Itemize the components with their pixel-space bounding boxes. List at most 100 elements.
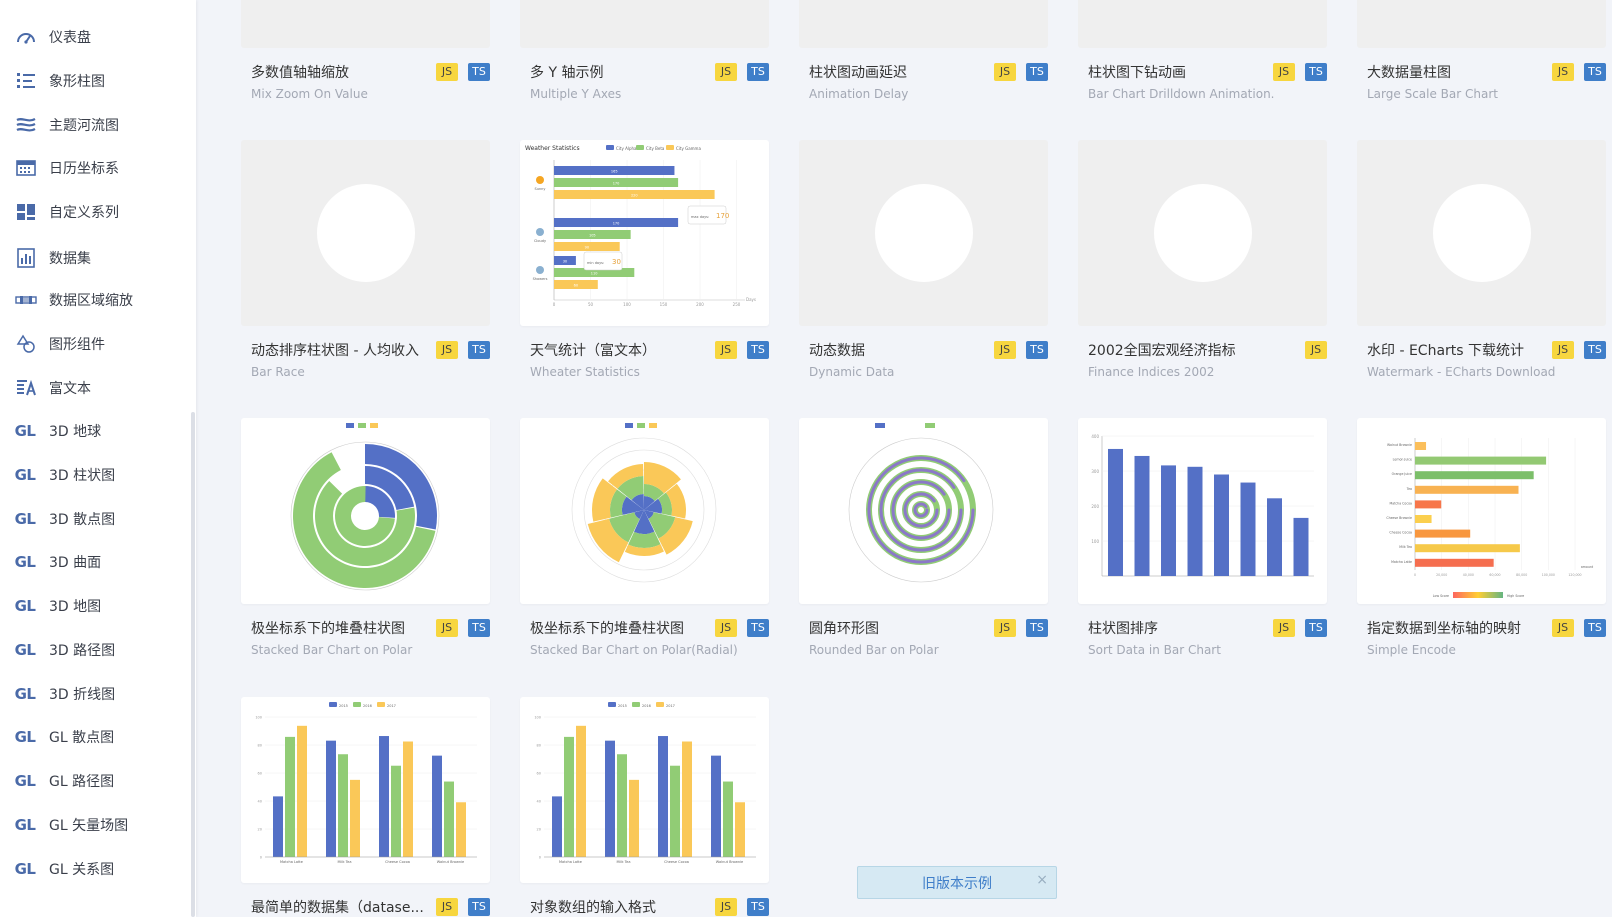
- x-tick-label: 250: [733, 302, 741, 307]
- example-thumbnail[interactable]: [1357, 140, 1606, 326]
- toast-label[interactable]: 旧版本示例: [922, 875, 992, 892]
- sidebar-item[interactable]: GL GL 散点图: [0, 719, 190, 755]
- sidebar-item[interactable]: 数据集: [0, 240, 190, 276]
- sidebar-item[interactable]: GL GL 路径图: [0, 763, 190, 799]
- sidebar-item[interactable]: GL GL 关系图: [0, 851, 190, 887]
- example-thumbnail[interactable]: [241, 140, 490, 326]
- ts-code-badge[interactable]: TS: [747, 63, 769, 81]
- card-title[interactable]: 圆角环形图: [809, 621, 879, 637]
- ts-code-badge[interactable]: TS: [1584, 341, 1606, 359]
- bar: [1134, 455, 1150, 576]
- js-code-badge[interactable]: JS: [715, 63, 737, 81]
- js-code-badge[interactable]: JS: [994, 619, 1016, 637]
- js-code-badge[interactable]: JS: [436, 619, 458, 637]
- ts-code-badge[interactable]: TS: [468, 341, 490, 359]
- example-thumbnail[interactable]: [799, 140, 1048, 326]
- sidebar-item[interactable]: GL 3D 曲面: [0, 544, 190, 580]
- example-thumbnail[interactable]: 2015 2016 2017 0 20 40 60 80 100 Matcha Latte Milk…: [520, 697, 769, 883]
- ts-code-badge[interactable]: TS: [747, 341, 769, 359]
- ts-code-badge[interactable]: TS: [1305, 63, 1327, 81]
- sidebar-item[interactable]: 象形柱图: [0, 63, 190, 99]
- js-code-badge[interactable]: JS: [1305, 341, 1327, 359]
- sidebar-item[interactable]: GL 3D 柱状图: [0, 457, 190, 493]
- card-title[interactable]: 2002全国宏观经济指标: [1088, 343, 1236, 359]
- card-title[interactable]: 柱状图下钻动画: [1088, 65, 1186, 81]
- js-code-badge[interactable]: JS: [1552, 63, 1574, 81]
- old-version-toast[interactable]: 旧版本示例 ×: [857, 866, 1057, 899]
- ts-code-badge[interactable]: TS: [1584, 63, 1606, 81]
- sidebar-item[interactable]: 日历坐标系: [0, 150, 190, 186]
- card-title[interactable]: 动态数据: [809, 343, 865, 359]
- sidebar-item[interactable]: 数据区域缩放: [0, 282, 190, 318]
- example-thumbnail[interactable]: Weather Statistics City Alpha City Beta Cit…: [520, 140, 769, 326]
- sidebar-item[interactable]: GL 3D 散点图: [0, 501, 190, 537]
- sidebar-item[interactable]: GL 3D 折线图: [0, 676, 190, 712]
- example-thumbnail[interactable]: 2015 2016 2017 0 20 40 60 80 100 Matcha Latte Milk…: [241, 697, 490, 883]
- row-label: Matcha Latte: [1391, 560, 1412, 564]
- sidebar-item[interactable]: GL 3D 地图: [0, 588, 190, 624]
- js-code-badge[interactable]: JS: [994, 63, 1016, 81]
- js-code-badge[interactable]: JS: [436, 63, 458, 81]
- cloud-icon: [536, 228, 544, 236]
- ts-code-badge[interactable]: TS: [468, 619, 490, 637]
- card-title[interactable]: 极坐标系下的堆叠柱状图: [530, 621, 684, 637]
- sidebar-item[interactable]: 仪表盘: [0, 19, 190, 55]
- js-code-badge[interactable]: JS: [994, 341, 1016, 359]
- card-title[interactable]: 柱状图动画延迟: [809, 65, 907, 81]
- example-thumbnail[interactable]: [799, 0, 1048, 48]
- ts-code-badge[interactable]: TS: [1305, 619, 1327, 637]
- sidebar-item[interactable]: 富文本: [0, 370, 190, 406]
- sidebar-item[interactable]: GL GL 矢量场图: [0, 807, 190, 843]
- example-thumbnail[interactable]: [241, 0, 490, 48]
- example-thumbnail[interactable]: [1078, 0, 1327, 48]
- bar: [682, 741, 692, 857]
- card-title[interactable]: 极坐标系下的堆叠柱状图: [251, 621, 405, 637]
- card-title[interactable]: 水印 - ECharts 下载统计: [1367, 343, 1525, 359]
- sidebar-item[interactable]: GL 3D 路径图: [0, 632, 190, 668]
- js-code-badge[interactable]: JS: [715, 341, 737, 359]
- js-code-badge[interactable]: JS: [715, 898, 737, 916]
- ts-code-badge[interactable]: TS: [468, 63, 490, 81]
- ts-code-badge[interactable]: TS: [747, 619, 769, 637]
- example-thumbnail[interactable]: [799, 418, 1048, 604]
- card-title[interactable]: 多 Y 轴示例: [530, 65, 604, 81]
- card-title[interactable]: 柱状图排序: [1088, 621, 1158, 637]
- js-code-badge[interactable]: JS: [1552, 619, 1574, 637]
- js-code-badge[interactable]: JS: [1273, 63, 1295, 81]
- js-code-badge[interactable]: JS: [436, 341, 458, 359]
- example-thumbnail[interactable]: [520, 0, 769, 48]
- example-thumbnail[interactable]: 0 20,000 40,000 60,000 80,000 100,000 120,000 W…: [1357, 418, 1606, 604]
- ts-code-badge[interactable]: TS: [1026, 341, 1048, 359]
- x-tick-label: Cheese Cocoa: [664, 860, 689, 864]
- ts-code-badge[interactable]: TS: [1026, 619, 1048, 637]
- callout-box: [687, 205, 727, 225]
- sidebar-item[interactable]: 主题河流图: [0, 107, 190, 143]
- example-thumbnail[interactable]: [1357, 0, 1606, 48]
- card-title[interactable]: 最简单的数据集（datase...: [251, 900, 424, 916]
- card-title[interactable]: 大数据量柱图: [1367, 65, 1451, 81]
- js-code-badge[interactable]: JS: [436, 898, 458, 916]
- sidebar-item[interactable]: GL 3D 地球: [0, 413, 190, 449]
- example-thumbnail[interactable]: [241, 418, 490, 604]
- sidebar-item[interactable]: 自定义系列: [0, 194, 190, 230]
- card-title[interactable]: 天气统计（富文本）: [530, 343, 656, 359]
- ts-code-badge[interactable]: TS: [1584, 619, 1606, 637]
- close-icon[interactable]: ×: [1036, 872, 1048, 888]
- bar: [1108, 448, 1123, 576]
- card-title[interactable]: 动态排序柱状图 - 人均收入: [251, 343, 419, 359]
- js-code-badge[interactable]: JS: [715, 619, 737, 637]
- card-title[interactable]: 对象数组的输入格式: [530, 900, 656, 916]
- example-thumbnail[interactable]: [520, 418, 769, 604]
- ts-code-badge[interactable]: TS: [747, 898, 769, 916]
- sidebar-item[interactable]: 图形组件: [0, 326, 190, 362]
- card-title[interactable]: 多数值轴轴缩放: [251, 65, 349, 81]
- ts-code-badge[interactable]: TS: [468, 898, 490, 916]
- ts-code-badge[interactable]: TS: [1026, 63, 1048, 81]
- js-code-badge[interactable]: JS: [1552, 341, 1574, 359]
- card-title[interactable]: 指定数据到坐标轴的映射: [1367, 621, 1521, 637]
- example-thumbnail[interactable]: [1078, 140, 1327, 326]
- example-thumbnail[interactable]: 100 200 300 400: [1078, 418, 1327, 604]
- sidebar: 仪表盘象形柱图主题河流图日历坐标系自定义系列数据集数据区域缩放 图形组件富文本 GL…: [0, 0, 196, 917]
- js-code-badge[interactable]: JS: [1273, 619, 1295, 637]
- sidebar-scrollbar[interactable]: [191, 412, 195, 917]
